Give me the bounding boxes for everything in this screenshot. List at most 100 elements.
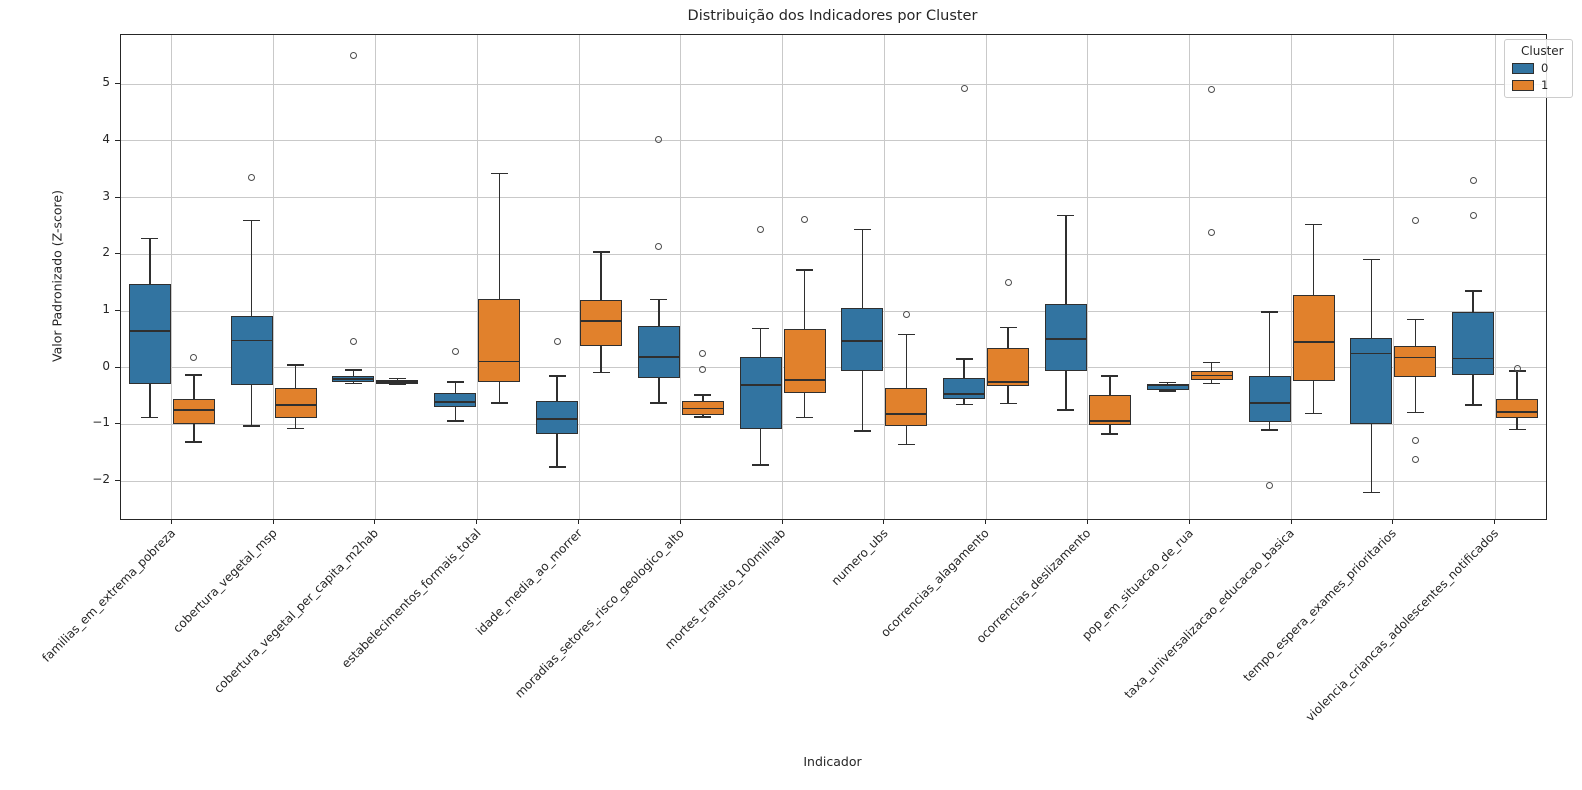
outlier-point — [190, 353, 198, 361]
plot-area — [120, 34, 1547, 520]
y-tick-label: 1 — [102, 302, 110, 316]
y-tick-mark — [115, 480, 120, 482]
x-tick-mark — [1188, 519, 1190, 524]
whisker-cap-upper — [694, 394, 712, 396]
whisker-cap-upper — [955, 358, 973, 360]
outlier-point — [553, 337, 561, 345]
x-tick-mark — [476, 519, 478, 524]
whisker-cap-lower — [1261, 429, 1279, 431]
boxplot-box-cluster-0 — [434, 392, 477, 408]
outlier-point — [1208, 229, 1216, 237]
whisker-cap-lower — [446, 420, 464, 422]
y-tick-mark — [115, 83, 120, 85]
y-tick-label: 0 — [102, 358, 110, 373]
whisker-cap-lower — [650, 402, 668, 404]
median-line — [230, 339, 273, 342]
outlier-point — [1513, 365, 1521, 373]
median-line — [783, 379, 826, 381]
x-tick-label: ocorrencias_deslizamento — [974, 526, 1094, 646]
whisker-upper — [1109, 376, 1111, 396]
boxplot-box-cluster-0 — [1452, 312, 1495, 376]
whisker-upper — [1211, 362, 1213, 371]
whisker-cap-upper — [1305, 223, 1323, 225]
median-line — [536, 417, 579, 420]
x-gridline — [985, 35, 987, 519]
x-gridline — [680, 35, 682, 519]
boxplot-box-cluster-1 — [783, 328, 826, 393]
boxplot-box-cluster-1 — [1292, 294, 1335, 381]
y-tick-mark — [115, 310, 120, 311]
whisker-upper — [702, 394, 704, 402]
x-tick-label: cobertura_vegetal_per_capita_m2hab — [211, 526, 382, 696]
median-line — [376, 380, 419, 383]
whisker-lower — [1211, 380, 1213, 384]
whisker-lower — [1414, 376, 1416, 413]
whisker-upper — [1065, 215, 1067, 305]
y-gridline — [121, 480, 1546, 482]
outlier-point — [801, 215, 809, 223]
boxplot-box-cluster-0 — [943, 377, 986, 399]
whisker-cap-upper — [1261, 311, 1279, 313]
x-tick-label: familias_em_extrema_pobreza — [38, 526, 178, 665]
whisker-lower — [149, 384, 151, 418]
whisker-upper — [600, 252, 602, 301]
whisker-cap-upper — [592, 251, 610, 253]
whisker-upper — [193, 375, 195, 400]
median-line — [1496, 411, 1539, 413]
whisker-upper — [1268, 312, 1271, 377]
median-line — [478, 360, 521, 363]
whisker-cap-lower — [592, 372, 610, 374]
legend-swatch-cluster-1 — [1512, 79, 1534, 91]
whisker-cap-lower — [1305, 412, 1323, 415]
whisker-cap-lower — [490, 402, 508, 404]
x-gridline — [273, 35, 275, 519]
whisker-cap-upper — [1057, 215, 1075, 217]
whisker-upper — [454, 381, 456, 393]
boxplot-box-cluster-0 — [128, 284, 171, 385]
whisker-upper — [963, 359, 965, 378]
whisker-cap-lower — [185, 441, 203, 443]
whisker-lower — [1472, 375, 1474, 406]
x-tick-mark — [883, 519, 885, 524]
whisker-cap-lower — [344, 382, 362, 385]
whisker-cap-upper — [344, 369, 362, 371]
whisker-cap-upper — [999, 326, 1017, 329]
y-gridline — [121, 423, 1546, 425]
x-gridline — [171, 35, 173, 519]
x-tick-mark — [985, 519, 987, 524]
whisker-lower — [1516, 417, 1518, 430]
whisker-upper — [759, 328, 762, 358]
whisker-cap-lower — [752, 464, 770, 466]
whisker-lower — [1268, 422, 1271, 430]
whisker-cap-lower — [897, 444, 915, 446]
whisker-lower — [803, 392, 806, 418]
legend-item-label: 0 — [1541, 61, 1549, 75]
outlier-point — [1266, 482, 1274, 490]
whisker-upper — [149, 238, 151, 285]
y-gridline — [121, 367, 1546, 369]
y-gridline — [121, 310, 1546, 312]
boxplot-box-cluster-1 — [885, 387, 928, 427]
x-tick-label: numero_ubs — [828, 526, 891, 589]
whisker-upper — [556, 376, 558, 402]
whisker-cap-lower — [141, 416, 159, 419]
median-line — [434, 400, 477, 403]
median-line — [1248, 401, 1291, 404]
whisker-cap-upper — [897, 333, 915, 335]
median-line — [1044, 338, 1087, 341]
outlier-point — [1469, 212, 1477, 220]
whisker-lower — [454, 407, 456, 421]
whisker-lower — [963, 398, 965, 405]
outlier-point — [349, 52, 357, 60]
whisker-lower — [352, 381, 355, 384]
outlier-point — [451, 348, 459, 356]
x-tick-mark — [1494, 519, 1496, 524]
outlier-point — [1469, 177, 1477, 185]
y-gridline — [121, 83, 1546, 85]
y-tick-label: 2 — [102, 245, 110, 260]
boxplot-box-cluster-0 — [1146, 383, 1189, 390]
whisker-lower — [1065, 371, 1067, 411]
whisker-lower — [1109, 425, 1111, 434]
whisker-cap-upper — [1203, 361, 1221, 364]
